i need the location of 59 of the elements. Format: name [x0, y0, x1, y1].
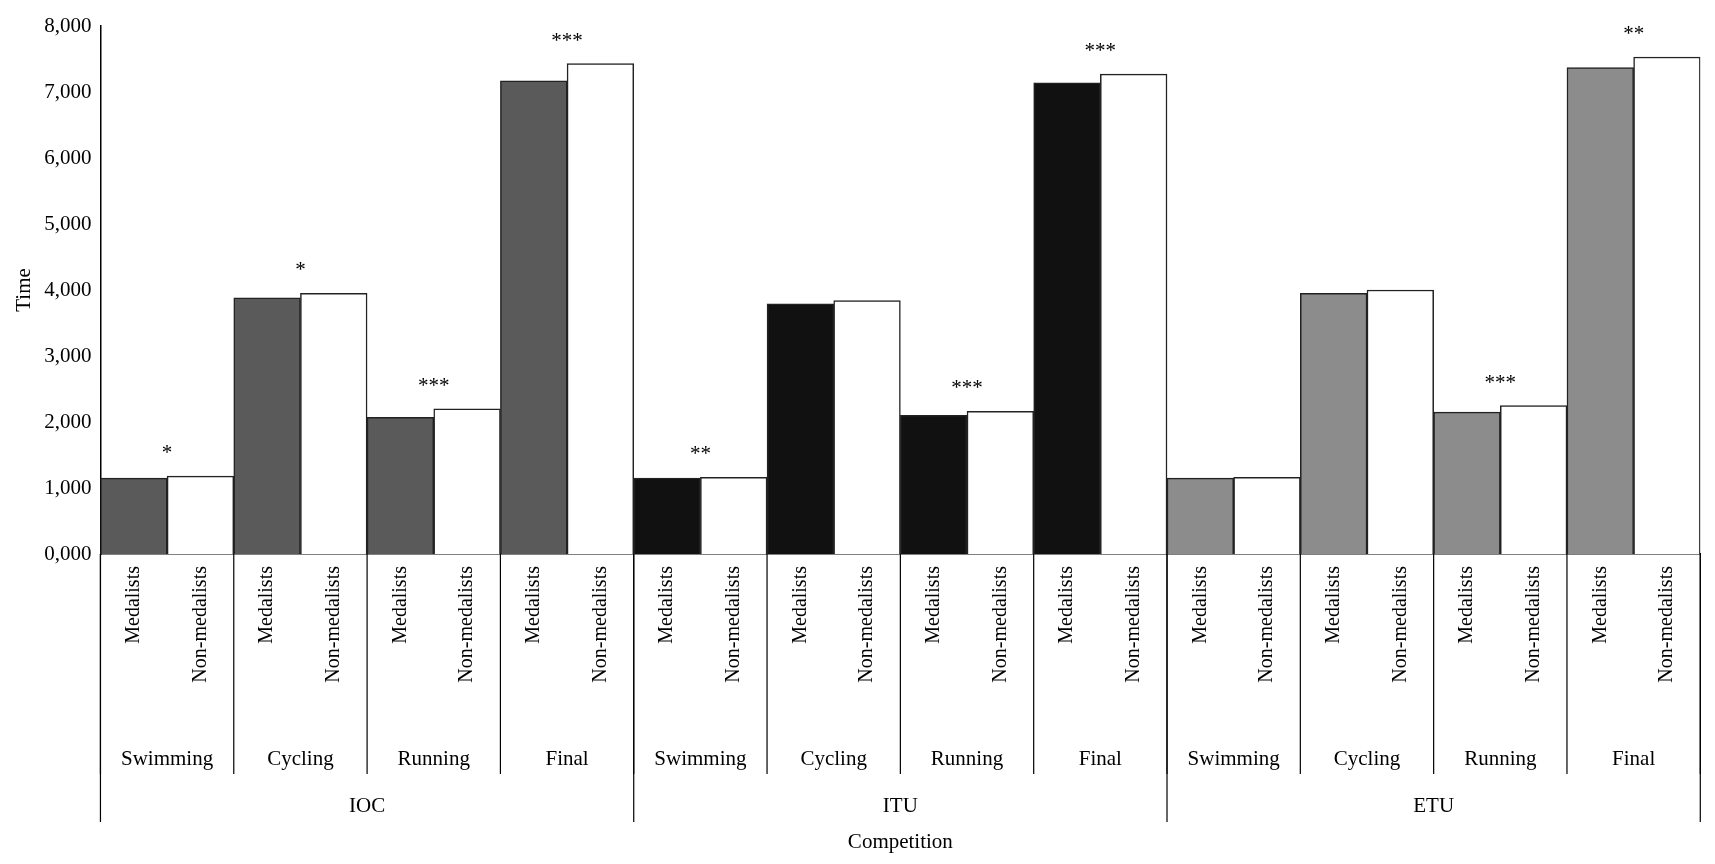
y-tick-label: 5,000	[44, 210, 92, 235]
y-tick-label: 0,000	[44, 540, 92, 565]
text: ETU	[1413, 792, 1455, 817]
x-tick-label: Medalists	[1587, 565, 1610, 644]
data-label: ***	[1484, 369, 1517, 394]
text: Competition	[847, 828, 954, 853]
data-label: *	[295, 257, 306, 282]
data-label: ***	[1084, 38, 1117, 63]
data-label: ***	[551, 27, 583, 52]
text: ITU	[882, 792, 918, 817]
x-tick-label: Medalists	[520, 565, 543, 644]
x-tick-label: Medalists	[1187, 565, 1210, 644]
x-tick-label: Medalists	[1054, 565, 1077, 644]
text: Cycling	[267, 745, 335, 770]
text: Final	[1078, 745, 1123, 770]
y-tick-label: 7,000	[44, 78, 92, 103]
x-tick-label: Non-medalists	[987, 565, 1010, 683]
y-tick-label: 6,000	[44, 144, 92, 169]
x-tick-label: Non-medalists	[854, 565, 877, 683]
text: IOC	[349, 792, 386, 817]
x-tick-label: Medalists	[1454, 565, 1477, 644]
x-tick-label: Non-medalists	[1520, 565, 1543, 683]
x-tick-label: Non-medalists	[321, 565, 344, 683]
text: Running	[397, 745, 471, 770]
data-label: ***	[418, 372, 450, 397]
x-tick-label: Non-medalists	[1254, 565, 1277, 683]
text: Swimming	[121, 745, 214, 770]
x-tick-label: Medalists	[1320, 565, 1343, 644]
x-tick-label: Non-medalists	[454, 565, 477, 683]
text: Final	[1612, 745, 1656, 770]
x-tick-label: Non-medalists	[720, 565, 743, 683]
x-tick-label: Medalists	[787, 565, 810, 644]
y-tick-label: 8,000	[44, 12, 92, 37]
text: Cycling	[800, 745, 868, 770]
x-tick-label: Non-medalists	[1654, 565, 1677, 683]
y-tick-label: 3,000	[44, 342, 92, 367]
data-label: *	[161, 440, 173, 465]
y-tick-label: 1,000	[44, 474, 92, 499]
y-axis-title: Time	[11, 268, 36, 312]
y-tick-label: 2,000	[44, 408, 92, 433]
text: Cycling	[1333, 745, 1401, 770]
x-tick-label: Medalists	[387, 565, 410, 644]
text: Final	[545, 745, 589, 770]
data-label: **	[689, 441, 711, 466]
text: Swimming	[1187, 745, 1281, 770]
text: Running	[1464, 745, 1537, 770]
x-tick-label: Medalists	[254, 565, 277, 644]
x-tick-label: Non-medalists	[587, 565, 610, 683]
x-tick-label: Medalists	[920, 565, 943, 644]
x-tick-label: Medalists	[654, 565, 677, 644]
x-tick-label: Non-medalists	[1387, 565, 1410, 683]
data-label: **	[1623, 21, 1645, 46]
x-tick-label: Non-medalists	[187, 565, 210, 683]
text: Swimming	[654, 745, 747, 770]
x-tick-label: Medalists	[121, 565, 144, 644]
y-tick-label: 4,000	[44, 276, 92, 301]
data-label: ***	[951, 375, 983, 400]
x-tick-label: Non-medalists	[1120, 565, 1143, 683]
text: Running	[930, 745, 1004, 770]
